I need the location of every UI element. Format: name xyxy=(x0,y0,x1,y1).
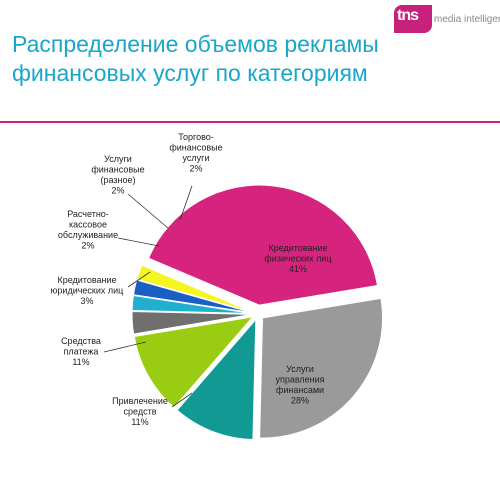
logo-mark: tns xyxy=(394,5,432,33)
slice-label: Кредитование физических лиц 41% xyxy=(264,243,331,274)
pie-slice xyxy=(147,184,379,306)
slice-label: Средства платежа 11% xyxy=(61,336,101,367)
leader-line xyxy=(127,271,151,288)
pie-slice xyxy=(131,294,253,314)
title-line-2: финансовых услуг по категориям xyxy=(12,60,368,86)
pie-slice xyxy=(176,318,257,441)
pie-slice xyxy=(136,264,253,313)
slice-label: Расчетно-кассовое обслуживание 2% xyxy=(58,209,118,251)
logo-text: media intelligence xyxy=(434,14,500,25)
slice-label: Торгово-финансовые услуги 2% xyxy=(169,132,222,174)
pie-slice xyxy=(131,310,253,335)
leader-line xyxy=(171,392,193,408)
title-divider xyxy=(0,121,500,123)
pie-slice xyxy=(259,297,384,439)
title-line-1: Распределение объемов рекламы xyxy=(12,31,379,57)
leader-line xyxy=(103,341,147,353)
logo-mark-text: tns xyxy=(397,7,419,24)
slice-label: Услуги управления финансами 28% xyxy=(275,364,324,406)
pie-slice xyxy=(132,279,253,314)
pie-slice xyxy=(133,316,255,409)
slice-label: Кредитование юридических лиц 3% xyxy=(51,275,124,306)
page-title: Распределение объемов рекламы финансовых… xyxy=(12,30,392,88)
leader-line xyxy=(127,193,169,229)
leader-line xyxy=(117,237,160,247)
slice-label: Привлечение средств 11% xyxy=(112,396,168,427)
slice-label: Услуги финансовые (разное) 2% xyxy=(91,154,144,196)
tns-logo: tns media intelligence xyxy=(394,5,500,33)
leader-line xyxy=(179,185,193,221)
